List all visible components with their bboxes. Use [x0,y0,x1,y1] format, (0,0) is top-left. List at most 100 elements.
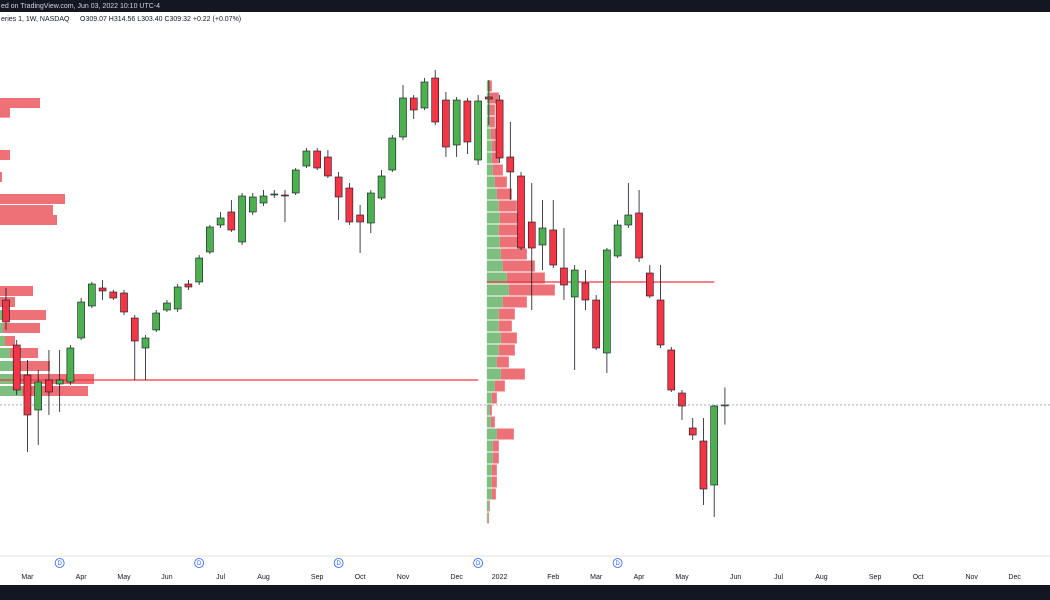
candle-body [313,150,321,169]
symbol-title: eries 1, 1W, NASDAQ [1,16,70,23]
profile-down [496,188,512,200]
x-tick-label: Nov [965,574,978,581]
profile-down [0,215,57,225]
candle-body [645,272,654,297]
candle-body [699,440,708,490]
profile-up [486,368,501,380]
candle-body [34,381,42,411]
dividend-flag-label: D [476,561,481,567]
top-bar [0,0,1050,12]
x-tick-label: Nov [397,574,410,581]
candle-body [216,217,225,226]
candle-body [55,379,64,385]
profile-up [486,404,490,416]
candle-body [667,349,676,391]
candle-body [152,312,161,331]
x-tick-label: 2022 [492,574,508,581]
profile-down [489,92,499,104]
candle-body [399,97,407,138]
x-tick-label: Oct [913,574,924,581]
profile-down [5,336,15,346]
candle-body [635,212,643,259]
candle-body [302,150,311,167]
dividend-flag-label: D [57,561,62,567]
candle-body [367,192,375,224]
candle-body [141,337,150,349]
profile-down [499,236,523,248]
candle-body [163,302,171,311]
ohlc-label: O309.07 H314.56 L303.40 C309.32 +0.22 (+… [80,16,241,23]
candle-body [474,100,482,161]
candle-body [88,283,96,307]
x-tick-label: Jun [161,574,172,581]
profile-down [3,310,46,320]
profile-up [0,310,3,320]
profile-up [486,392,492,404]
profile-down [494,176,507,188]
profile-up [486,212,500,224]
profile-up [486,500,489,512]
x-tick-label: Sep [311,574,324,581]
profile-up [486,308,499,320]
profile-down [498,320,512,332]
candle-body [710,405,718,486]
candle-body [248,196,257,213]
x-tick-label: Apr [634,574,646,581]
candle-body [66,347,75,383]
profile-up [486,116,490,128]
profile-down [490,128,497,140]
candle-body [431,77,440,123]
profile-up [486,200,499,212]
candle-body [463,100,472,143]
candle-body [173,286,182,310]
profile-down [491,140,499,152]
profile-down [0,286,33,296]
candle-body [227,211,236,231]
profile-up [486,452,493,464]
profile-down [498,344,515,356]
dividend-flag [54,558,65,568]
candle-body [603,249,611,354]
dividend-flag [473,558,484,568]
x-tick-label: Jun [730,574,741,581]
profile-up [486,140,492,152]
dividend-flag-label: D [615,561,620,567]
dividend-flag [333,558,344,568]
x-tick-label: Dec [450,574,463,581]
candle-body [23,374,32,416]
candle-body [195,257,203,283]
profile-down [492,452,499,464]
profile-down [3,323,40,333]
profile-up [0,386,22,396]
profile-up [486,296,503,308]
profile-up [486,416,491,428]
profile-down [499,212,520,224]
dividend-flag-label: D [336,561,341,567]
candle-body [656,299,665,346]
profile-up [486,164,493,176]
profile-up [0,323,3,333]
profile-down [496,428,514,440]
x-tick-label: Mar [21,574,34,581]
candle-body [527,221,536,249]
candle-body [45,379,53,393]
profile-down [491,476,497,488]
profile-up [486,332,501,344]
profile-up [486,176,495,188]
profile-up [486,284,509,296]
profile-up [0,336,5,346]
profile-down [498,224,521,236]
candle-body [291,169,300,194]
profile-up [486,152,492,164]
plot-area [0,70,1050,524]
profile-up [486,188,497,200]
profile-down [488,500,490,512]
profile-down [491,464,497,476]
candle-body [130,317,139,342]
x-tick-label: Jul [774,574,783,581]
profile-up [0,374,20,384]
x-tick-label: Aug [257,574,270,581]
x-tick-label: May [675,574,689,581]
profile-up [486,128,491,140]
candle-body [517,175,525,249]
